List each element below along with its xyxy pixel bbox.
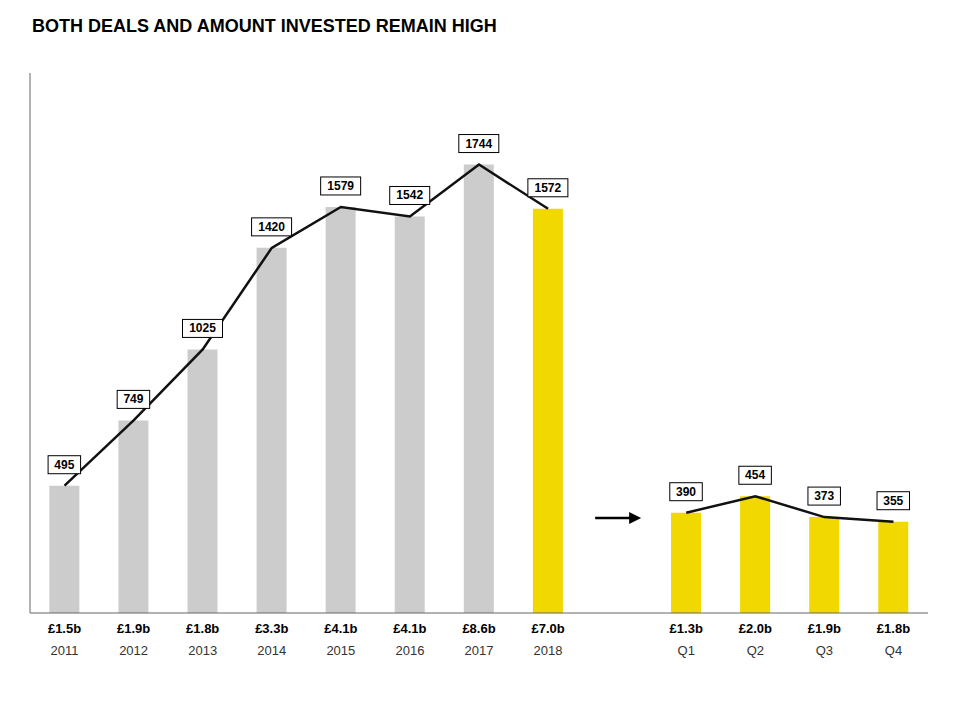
- svg-text:1579: 1579: [327, 179, 354, 193]
- svg-text:Q1: Q1: [678, 643, 695, 658]
- svg-text:£4.1b: £4.1b: [393, 621, 426, 636]
- svg-text:2013: 2013: [188, 643, 217, 658]
- svg-text:£7.0b: £7.0b: [531, 621, 564, 636]
- svg-text:454: 454: [745, 468, 765, 482]
- svg-text:2015: 2015: [326, 643, 355, 658]
- svg-text:£1.9b: £1.9b: [117, 621, 150, 636]
- svg-text:Q4: Q4: [885, 643, 902, 658]
- svg-text:2012: 2012: [119, 643, 148, 658]
- svg-text:£1.3b: £1.3b: [670, 621, 703, 636]
- svg-text:1744: 1744: [465, 137, 492, 151]
- svg-text:1542: 1542: [396, 188, 423, 202]
- svg-text:£1.8b: £1.8b: [877, 621, 910, 636]
- svg-text:£1.8b: £1.8b: [186, 621, 219, 636]
- svg-text:1572: 1572: [535, 181, 562, 195]
- html-text:BOTH DEALS AND AMOUNT INVESTED: BOTH DEALS AND AMOUNT INVESTED REMAIN HI…: [32, 16, 497, 36]
- svg-text:2018: 2018: [534, 643, 563, 658]
- svg-text:£2.0b: £2.0b: [739, 621, 772, 636]
- svg-text:1420: 1420: [258, 220, 285, 234]
- svg-text:2016: 2016: [395, 643, 424, 658]
- svg-text:2017: 2017: [465, 643, 494, 658]
- svg-text:£4.1b: £4.1b: [324, 621, 357, 636]
- svg-text:355: 355: [883, 494, 903, 508]
- svg-text:£8.6b: £8.6b: [462, 621, 495, 636]
- svg-text:373: 373: [814, 489, 834, 503]
- svg-text:£3.3b: £3.3b: [255, 621, 288, 636]
- svg-text:2011: 2011: [51, 643, 79, 658]
- svg-text:£1.5b: £1.5b: [48, 621, 81, 636]
- svg-text:1025: 1025: [189, 321, 216, 335]
- svg-text:Q2: Q2: [747, 643, 764, 658]
- svg-text:390: 390: [676, 485, 696, 499]
- svg-text:£1.9b: £1.9b: [808, 621, 841, 636]
- svg-text:495: 495: [54, 458, 74, 472]
- svg-text:749: 749: [123, 392, 143, 406]
- svg-text:Q3: Q3: [816, 643, 833, 658]
- svg-text:2014: 2014: [257, 643, 286, 658]
